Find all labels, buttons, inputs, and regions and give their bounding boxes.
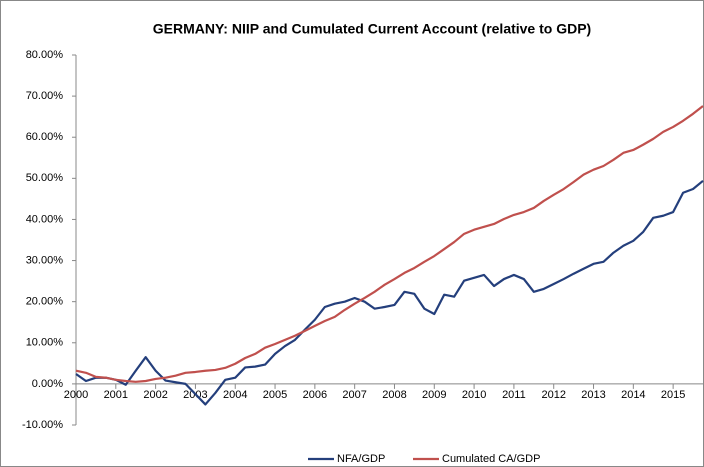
- y-tick-label: 80.00%: [26, 49, 64, 61]
- x-tick-label: 2008: [382, 389, 406, 401]
- y-tick-label: 70.00%: [26, 90, 64, 102]
- x-tick-label: 2007: [342, 389, 366, 401]
- x-tick-label: 2005: [263, 389, 287, 401]
- x-tick-label: 2001: [104, 389, 128, 401]
- data-line: [75, 105, 704, 383]
- y-tick-label: 40.00%: [26, 213, 64, 225]
- y-tick-label: -10.00%: [22, 419, 63, 431]
- y-tick-label: 30.00%: [26, 254, 64, 266]
- data-line: [75, 179, 704, 406]
- x-tick-label: 2012: [541, 389, 565, 401]
- legend-label: NFA/GDP: [337, 453, 385, 465]
- y-tick-label: 0.00%: [32, 378, 63, 390]
- x-tick-label: 2002: [143, 389, 167, 401]
- x-tick-label: 2009: [422, 389, 446, 401]
- x-tick-label: 2010: [462, 389, 486, 401]
- x-tick-label: 2015: [661, 389, 685, 401]
- y-tick-label: 50.00%: [26, 172, 64, 184]
- y-tick-label: 10.00%: [26, 337, 64, 349]
- y-tick-label: 20.00%: [26, 296, 64, 308]
- x-tick-label: 2011: [502, 389, 526, 401]
- x-tick-label: 2006: [303, 389, 327, 401]
- x-tick-label: 2004: [223, 389, 247, 401]
- legend-label: Cumulated CA/GDP: [442, 453, 540, 465]
- x-tick-label: 2013: [581, 389, 605, 401]
- x-tick-label: 2000: [64, 389, 88, 401]
- y-tick-label: 60.00%: [26, 131, 64, 143]
- x-tick-label: 2014: [621, 389, 645, 401]
- chart-title: GERMANY: NIIP and Cumulated Current Acco…: [153, 21, 591, 37]
